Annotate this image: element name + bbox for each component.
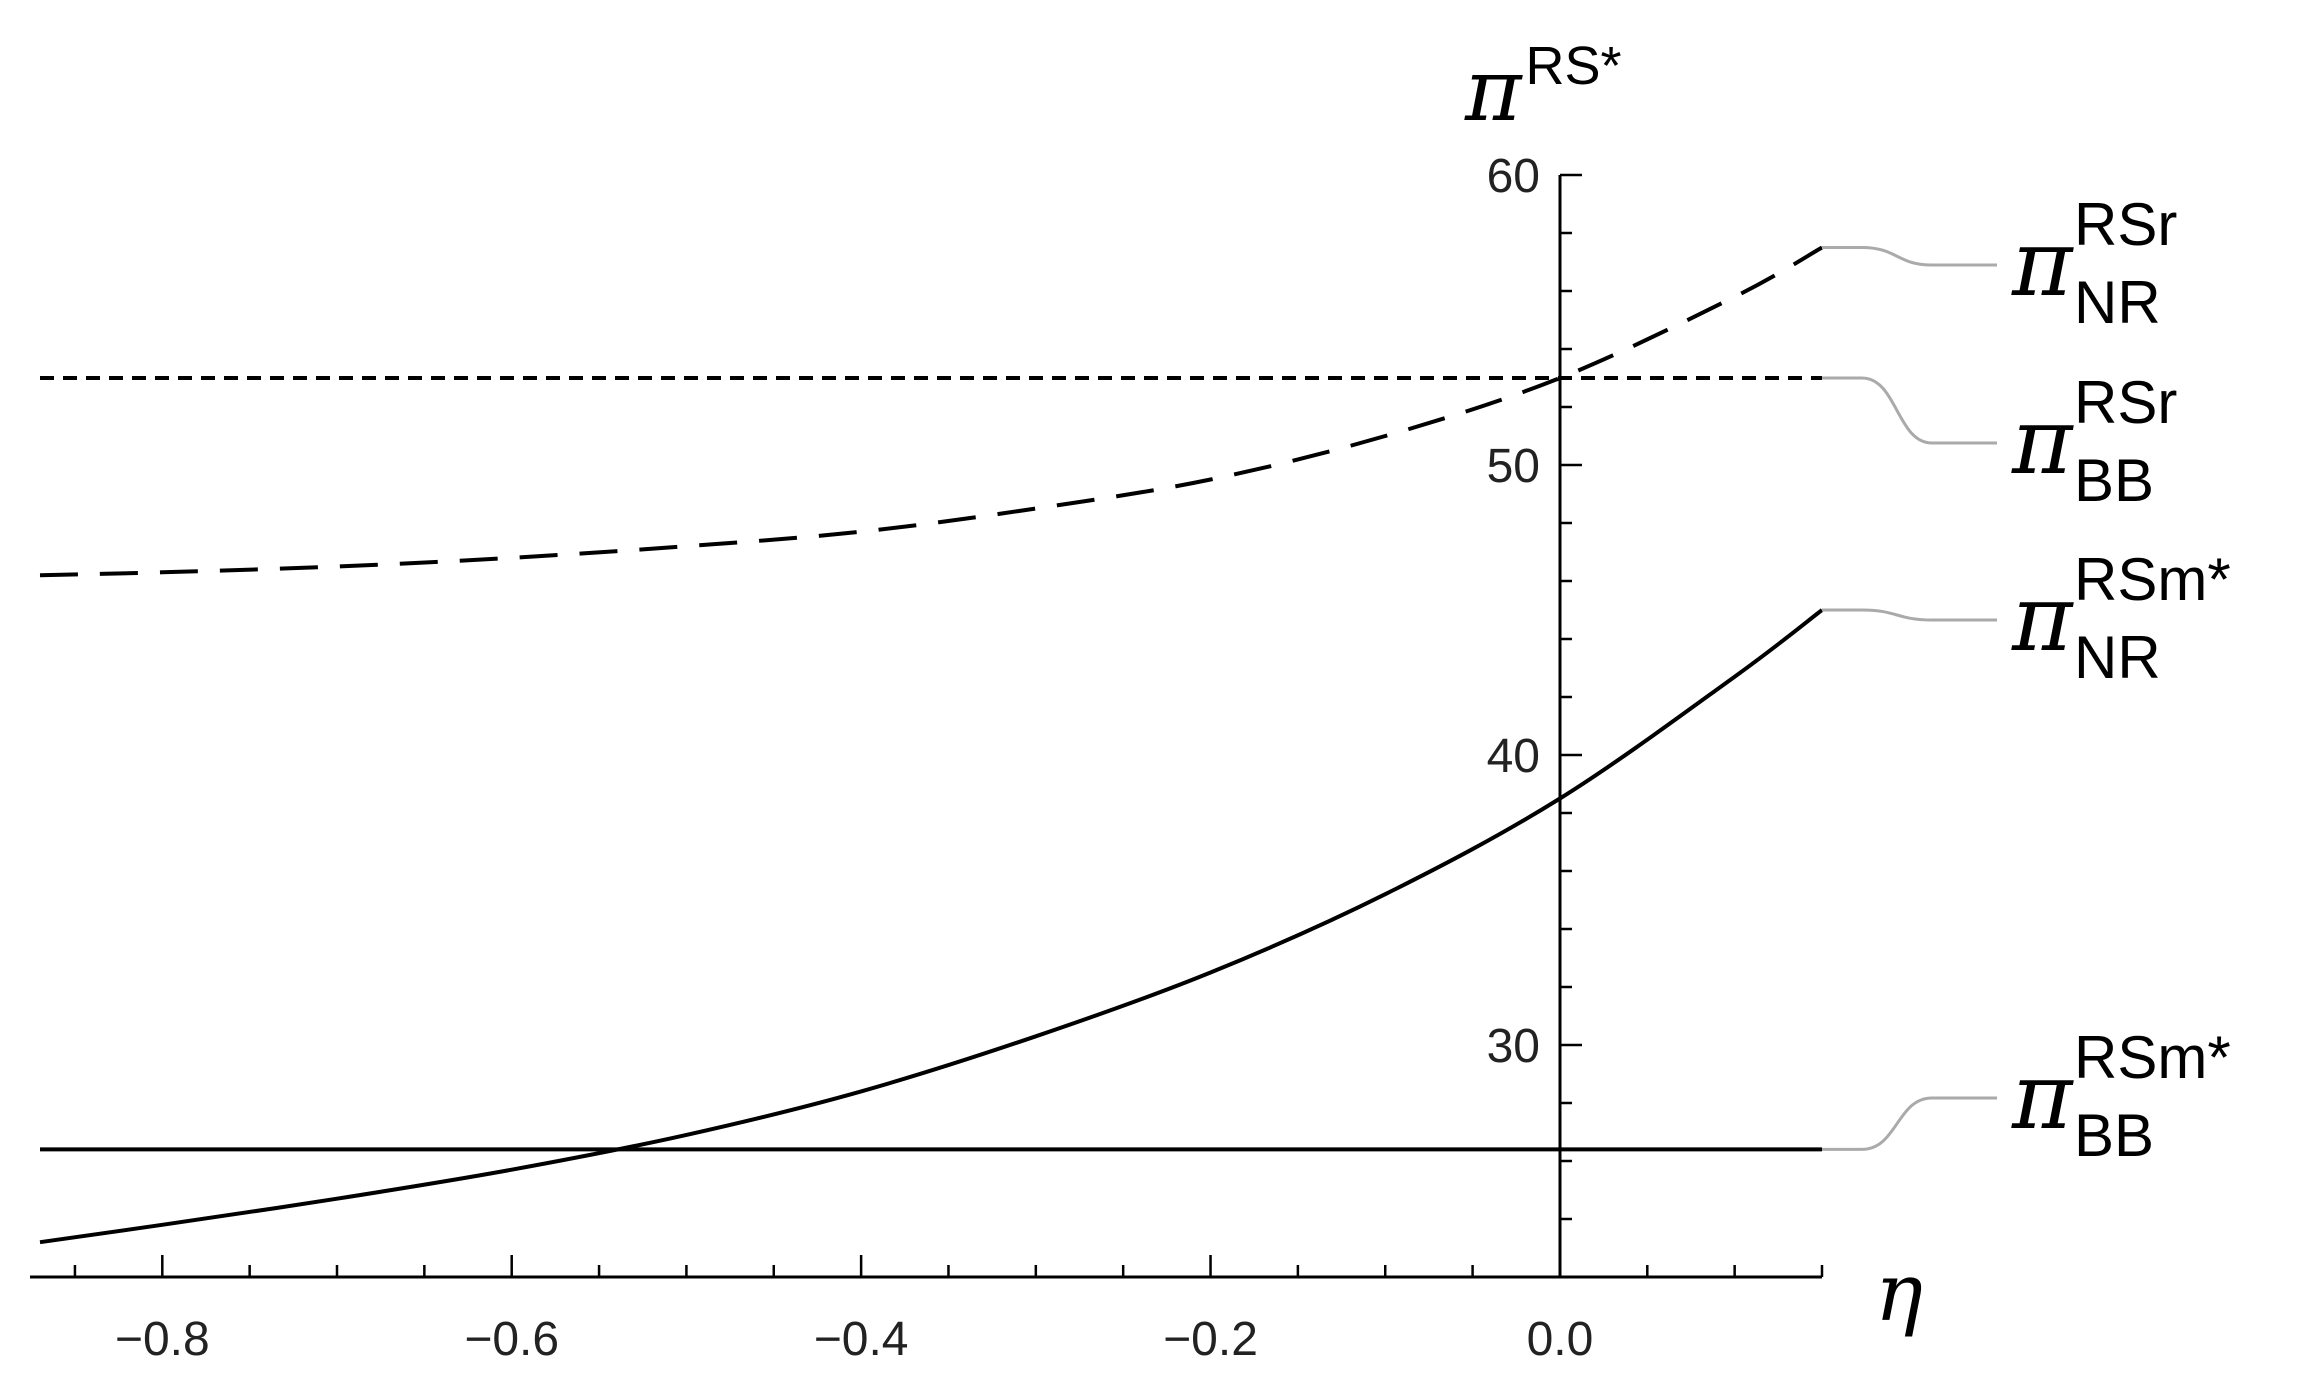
- y-tick-label: 30: [1487, 1020, 1540, 1073]
- y-axis-label-symbol: π: [1464, 41, 1523, 141]
- series-label-symbol: π: [2011, 565, 2074, 672]
- series-label-bb-rsr: π RSr BB: [2011, 369, 2177, 514]
- x-tick-label: −0.8: [115, 1313, 210, 1366]
- series-label-sub: NR: [2074, 269, 2161, 336]
- leader-line-nr-rsr: [1822, 246, 1997, 267]
- y-tick-label: 60: [1487, 150, 1540, 203]
- series-label-sup: RSm*: [2074, 546, 2231, 613]
- series-group: [39, 245, 1824, 1245]
- series-label-sup: RSm*: [2074, 1024, 2231, 1091]
- leader-lines: [1822, 246, 1997, 1151]
- x-tick-label: −0.2: [1163, 1313, 1258, 1366]
- series-label-sub: BB: [2074, 447, 2154, 514]
- series-label-bb-rsm: π RSm* BB: [2011, 1024, 2231, 1169]
- series-line-nr-rsr: [39, 245, 1823, 578]
- series-label-symbol: π: [2011, 1043, 2074, 1150]
- series-line-nr-rsm: [39, 608, 1824, 1245]
- series-label-nr-rsm: π RSm* NR: [2011, 546, 2231, 691]
- y-tick-label: 50: [1487, 440, 1540, 493]
- series-label-nr-rsr: π RSr NR: [2011, 191, 2177, 336]
- leader-line-bb-rsr: [1822, 376, 1997, 445]
- x-tick-label: −0.6: [464, 1313, 559, 1366]
- x-tick-label: −0.4: [814, 1313, 909, 1366]
- leader-line-bb-rsm: [1822, 1096, 1997, 1151]
- series-label-sup: RSr: [2074, 369, 2177, 436]
- series-label-sub: NR: [2074, 624, 2161, 691]
- series-label-sub: BB: [2074, 1102, 2154, 1169]
- series-label-symbol: π: [2011, 210, 2074, 317]
- series-label-sup: RSr: [2074, 191, 2177, 258]
- y-tick-label: 40: [1487, 730, 1540, 783]
- x-axis-label: η: [1875, 1246, 1923, 1339]
- y-axis-label: πRS*: [1464, 36, 1622, 141]
- series-label-symbol: π: [2011, 388, 2074, 495]
- leader-line-nr-rsm: [1822, 608, 1997, 622]
- x-tick-label: 0.0: [1527, 1313, 1594, 1366]
- axes: −0.8 −0.6 −0.4 −0.2 0.0 30 40 50 60 η πRS*: [30, 36, 1923, 1366]
- y-axis-label-sup: RS*: [1526, 36, 1622, 96]
